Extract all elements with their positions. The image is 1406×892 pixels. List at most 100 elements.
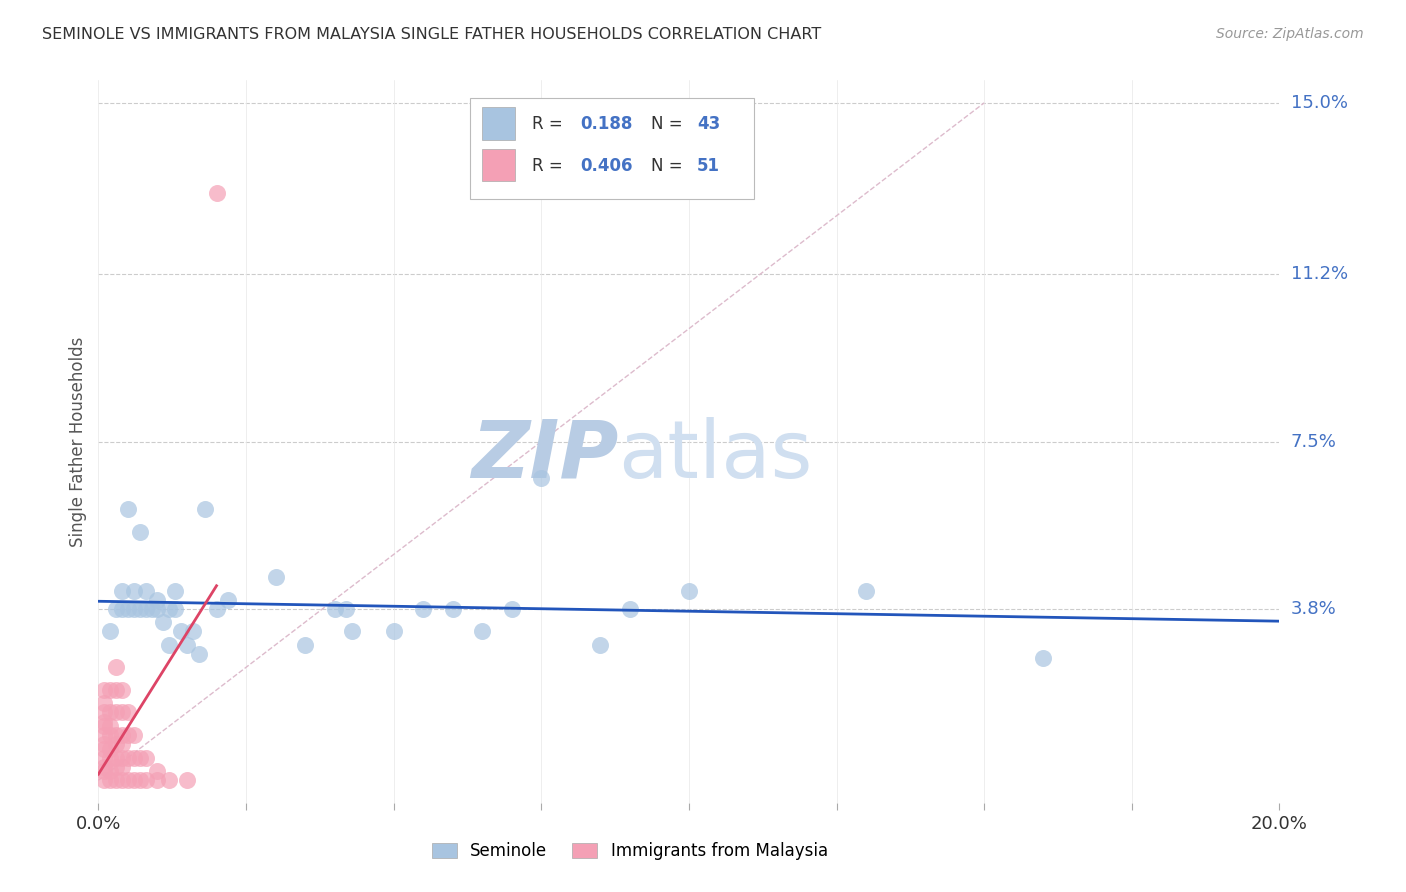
Point: [111, 750, 134, 764]
Point: [93, 741, 115, 756]
Point: [93, 719, 115, 733]
Point: [122, 773, 145, 788]
Point: [122, 583, 145, 598]
Text: ZIP: ZIP: [471, 417, 619, 495]
Point: [117, 773, 139, 788]
Point: [105, 760, 128, 774]
Point: [135, 773, 157, 788]
Point: [98, 728, 121, 742]
Text: N =: N =: [651, 115, 683, 133]
Point: [111, 601, 134, 615]
Point: [93, 714, 115, 729]
Point: [412, 601, 434, 615]
Point: [117, 750, 139, 764]
Point: [122, 750, 145, 764]
Point: [157, 638, 180, 652]
Text: 3.8%: 3.8%: [1291, 599, 1336, 617]
Point: [152, 615, 174, 630]
Text: SEMINOLE VS IMMIGRANTS FROM MALAYSIA SINGLE FATHER HOUSEHOLDS CORRELATION CHART: SEMINOLE VS IMMIGRANTS FROM MALAYSIA SIN…: [42, 27, 821, 42]
Point: [117, 728, 139, 742]
Point: [181, 624, 204, 639]
Text: R =: R =: [531, 115, 562, 133]
Point: [122, 728, 145, 742]
Point: [471, 624, 494, 639]
Point: [146, 773, 169, 788]
Point: [111, 760, 134, 774]
Text: 11.2%: 11.2%: [1291, 266, 1348, 284]
Text: 7.5%: 7.5%: [1291, 433, 1337, 450]
Point: [335, 601, 357, 615]
Text: 0.406: 0.406: [581, 156, 633, 175]
Y-axis label: Single Father Households: Single Father Households: [69, 336, 87, 547]
Point: [135, 583, 157, 598]
Point: [98, 773, 121, 788]
Point: [146, 764, 169, 779]
Point: [165, 583, 187, 598]
Point: [323, 601, 346, 615]
Point: [855, 583, 877, 598]
Point: [93, 764, 115, 779]
Text: atlas: atlas: [619, 417, 813, 495]
Point: [441, 601, 464, 615]
Text: 15.0%: 15.0%: [1291, 94, 1347, 112]
Point: [93, 760, 115, 774]
Point: [93, 682, 115, 697]
Point: [128, 773, 150, 788]
Text: R =: R =: [531, 156, 562, 175]
Point: [93, 773, 115, 788]
Point: [111, 728, 134, 742]
Text: Source: ZipAtlas.com: Source: ZipAtlas.com: [1216, 27, 1364, 41]
Point: [589, 638, 612, 652]
Point: [98, 764, 121, 779]
Point: [157, 601, 180, 615]
Point: [128, 750, 150, 764]
Point: [501, 601, 523, 615]
Point: [128, 601, 150, 615]
Point: [93, 737, 115, 751]
Point: [105, 728, 128, 742]
Point: [98, 741, 121, 756]
FancyBboxPatch shape: [471, 98, 754, 200]
Point: [619, 601, 641, 615]
Point: [678, 583, 700, 598]
Point: [93, 750, 115, 764]
Point: [93, 728, 115, 742]
Point: [294, 638, 316, 652]
Point: [111, 583, 134, 598]
Text: 51: 51: [697, 156, 720, 175]
Point: [105, 750, 128, 764]
Point: [157, 773, 180, 788]
Point: [170, 624, 193, 639]
Text: 0.188: 0.188: [581, 115, 633, 133]
Text: N =: N =: [651, 156, 683, 175]
Point: [176, 638, 198, 652]
Point: [165, 601, 187, 615]
Point: [105, 682, 128, 697]
Legend: Seminole, Immigrants from Malaysia: Seminole, Immigrants from Malaysia: [425, 836, 835, 867]
Point: [1032, 651, 1054, 665]
Point: [205, 186, 228, 201]
Text: 43: 43: [697, 115, 720, 133]
Point: [105, 601, 128, 615]
Point: [530, 470, 553, 484]
Point: [111, 737, 134, 751]
Point: [146, 592, 169, 607]
Point: [128, 524, 150, 539]
Point: [382, 624, 405, 639]
Point: [105, 660, 128, 674]
Point: [98, 706, 121, 720]
Point: [135, 750, 157, 764]
Point: [135, 601, 157, 615]
Point: [342, 624, 364, 639]
Bar: [482, 107, 516, 139]
Point: [176, 773, 198, 788]
Point: [117, 706, 139, 720]
Point: [122, 601, 145, 615]
Point: [105, 706, 128, 720]
Point: [98, 624, 121, 639]
Point: [105, 773, 128, 788]
Point: [141, 601, 163, 615]
Point: [93, 706, 115, 720]
Point: [217, 592, 239, 607]
Bar: [482, 149, 516, 181]
